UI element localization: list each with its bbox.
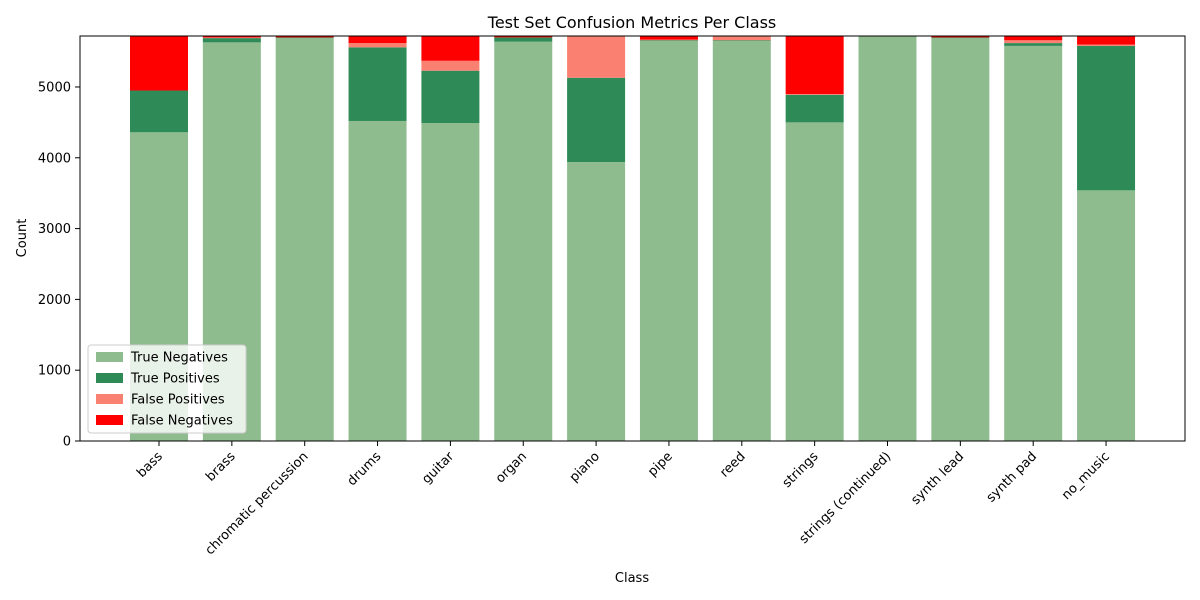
bar-false-negatives-brass	[202, 36, 261, 38]
bar-true-positives-chromatic-percussion	[275, 37, 334, 39]
y-axis-label: Count	[15, 219, 30, 258]
bar-true-positives-organ	[494, 37, 553, 42]
bar-true-negatives-no-music	[1077, 190, 1136, 441]
legend-swatch-true-negatives	[96, 352, 123, 362]
bar-true-positives-no-music	[1077, 45, 1136, 191]
bar-false-positives-strings	[785, 94, 844, 95]
bar-false-positives-pipe	[639, 39, 698, 41]
bar-false-positives-drums	[348, 43, 407, 48]
bar-true-negatives-piano	[567, 162, 626, 441]
bar-true-positives-drums	[348, 47, 407, 121]
bar-true-negatives-chromatic-percussion	[275, 38, 334, 442]
legend-label-false-positives: False Positives	[131, 393, 225, 408]
legend-label-true-negatives: True Negatives	[130, 351, 228, 366]
legend-label-false-negatives: False Negatives	[131, 414, 233, 429]
bar-true-negatives-drums	[348, 120, 407, 441]
y-tick-label: 2000	[38, 293, 71, 308]
bar-false-positives-no-music	[1077, 44, 1136, 46]
bar-true-negatives-synth-pad	[1004, 45, 1063, 441]
bar-true-negatives-reed	[712, 40, 771, 442]
bar-true-positives-synth-lead	[931, 37, 990, 39]
plot-frame	[79, 35, 1186, 442]
bar-true-negatives-pipe	[639, 40, 698, 442]
bar-false-negatives-chromatic-percussion	[275, 36, 334, 38]
legend-swatch-false-negatives	[96, 415, 123, 425]
bar-false-positives-synth-pad	[1004, 40, 1063, 44]
bar-true-negatives-synth-lead	[931, 38, 990, 442]
y-tick-label: 5000	[38, 80, 71, 95]
bar-true-positives-strings	[785, 94, 844, 123]
bar-true-negatives-strings-continued	[858, 36, 917, 441]
bar-false-negatives-no-music	[1077, 36, 1136, 45]
bar-true-negatives-guitar	[421, 123, 480, 441]
legend: True Negatives True Positives False Positi…	[87, 344, 247, 434]
bar-false-negatives-pipe	[639, 36, 698, 40]
bar-true-positives-bass	[130, 90, 188, 133]
bar-false-positives-reed	[712, 36, 771, 41]
y-tick-label: 4000	[38, 151, 71, 166]
legend-swatch-true-positives	[96, 373, 123, 383]
bar-false-negatives-synth-lead	[931, 36, 990, 38]
bar-true-negatives-organ	[494, 41, 553, 441]
legend-label-true-positives: True Positives	[130, 372, 220, 387]
x-axis-label: Class	[615, 571, 649, 586]
bar-true-positives-piano	[567, 77, 626, 163]
bar-true-negatives-strings	[785, 122, 844, 441]
legend-box	[87, 344, 247, 434]
bar-false-positives-piano	[567, 36, 626, 78]
y-tick-label: 1000	[38, 364, 71, 379]
bar-false-negatives-strings	[785, 36, 844, 95]
legend-swatch-false-positives	[96, 394, 123, 404]
bar-true-positives-brass	[202, 38, 261, 43]
y-tick-label: 0	[63, 435, 71, 450]
bar-true-positives-synth-pad	[1004, 43, 1063, 46]
bar-false-positives-guitar	[421, 60, 480, 71]
bar-false-negatives-organ	[494, 36, 553, 38]
bar-false-negatives-synth-pad	[1004, 36, 1063, 41]
y-axis: 0 1000 2000 3000 4000 5000	[38, 80, 80, 450]
bar-true-positives-guitar	[421, 70, 480, 124]
y-tick-label: 3000	[38, 222, 71, 237]
bar-false-positives-brass	[202, 37, 261, 39]
bar-false-negatives-guitar	[421, 36, 480, 61]
bar-false-negatives-bass	[130, 36, 188, 91]
bar-false-negatives-drums	[348, 36, 407, 44]
bar-true-positives-reed	[712, 40, 771, 41]
chart-title: Test Set Confusion Metrics Per Class	[487, 13, 776, 32]
bar-true-positives-pipe	[639, 40, 698, 41]
